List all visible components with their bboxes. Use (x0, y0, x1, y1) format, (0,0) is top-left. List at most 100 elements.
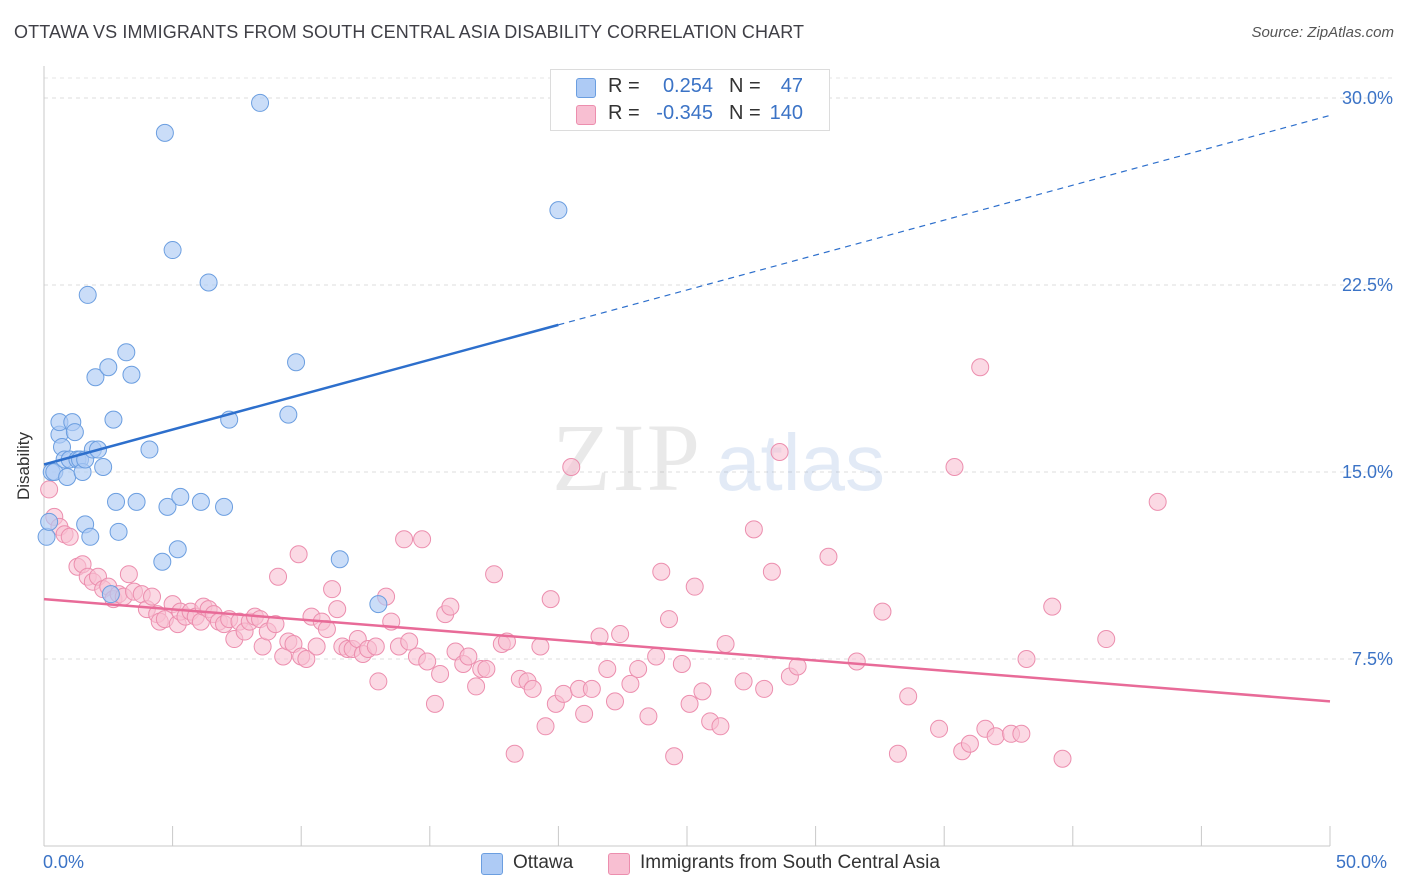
data-point-immigrants (541, 590, 560, 609)
legend-r-label: R = (608, 102, 640, 124)
data-point-immigrants (40, 480, 59, 499)
data-point-immigrants (467, 677, 486, 696)
data-point-ottawa (199, 273, 218, 292)
data-point-immigrants (441, 597, 460, 616)
legend-r-label: R = (608, 75, 640, 97)
y-axis-label: Disability (14, 431, 33, 500)
trend-line-immigrants (43, 597, 1331, 703)
data-point-immigrants (665, 747, 684, 766)
data-point-immigrants (762, 562, 781, 581)
data-point-ottawa (158, 497, 177, 516)
data-point-immigrants (369, 672, 388, 691)
legend-swatch-ottawa (481, 853, 503, 875)
data-point-ottawa (109, 522, 128, 541)
data-point-immigrants (819, 547, 838, 566)
data-point-ottawa (251, 93, 270, 112)
data-point-ottawa (287, 353, 306, 372)
data-point-immigrants (60, 527, 79, 546)
y-tick-label: 30.0% (1342, 88, 1393, 108)
axes-layer (43, 66, 1331, 847)
data-point-immigrants (685, 577, 704, 596)
data-point-immigrants (680, 694, 699, 713)
data-point-immigrants (505, 744, 524, 763)
data-point-ottawa (191, 492, 210, 511)
series-legend: Ottawa Immigrants from South Central Asi… (0, 852, 1406, 878)
trend-line-ottawa (43, 323, 559, 466)
data-point-immigrants (395, 530, 414, 549)
watermark-zip: ZIP (552, 404, 702, 511)
data-point-immigrants (945, 457, 964, 476)
legend-label-immigrants: Immigrants from South Central Asia (640, 852, 940, 873)
data-point-immigrants (323, 580, 342, 599)
legend-row-ottawa: R = 0.254 N = 47 (551, 73, 829, 99)
data-point-immigrants (536, 717, 555, 736)
data-point-ottawa (171, 487, 190, 506)
data-point-immigrants (328, 600, 347, 619)
data-point-ottawa (81, 527, 100, 546)
grid-layer (44, 77, 1392, 660)
y-tick-label: 7.5% (1352, 649, 1393, 669)
data-point-immigrants (266, 615, 285, 634)
data-point-immigrants (888, 744, 907, 763)
legend-r-value: 0.254 (662, 75, 713, 97)
data-point-immigrants (143, 587, 162, 606)
data-point-immigrants (598, 659, 617, 678)
data-point-immigrants (971, 358, 990, 377)
x-tick-label-max: 50.0% (1336, 852, 1388, 872)
data-point-immigrants (253, 637, 272, 656)
data-point-immigrants (1043, 597, 1062, 616)
data-point-ottawa (86, 368, 105, 387)
data-point-immigrants (590, 627, 609, 646)
data-point-immigrants (413, 530, 432, 549)
legend-swatch-ottawa (576, 78, 596, 98)
data-point-immigrants (531, 637, 550, 656)
data-point-ottawa (122, 365, 141, 384)
data-point-immigrants (611, 625, 630, 644)
data-point-immigrants (307, 637, 326, 656)
data-point-immigrants (554, 684, 573, 703)
data-point-immigrants (873, 602, 892, 621)
data-point-immigrants (639, 707, 658, 726)
legend-label-ottawa: Ottawa (513, 852, 574, 873)
legend-n-label: N = (729, 102, 761, 124)
legend-n-value: 140 (769, 102, 803, 124)
data-point-immigrants (960, 734, 979, 753)
data-point-ottawa (58, 467, 77, 486)
data-point-immigrants (672, 654, 691, 673)
correlation-legend: R = 0.254 N = 47 R = -0.345 N = 140 (550, 69, 830, 131)
data-point-ottawa (99, 358, 118, 377)
data-point-immigrants (485, 565, 504, 584)
data-point-immigrants (770, 443, 789, 462)
data-point-immigrants (711, 717, 730, 736)
data-point-immigrants (647, 647, 666, 666)
watermark: ZIP atlas (552, 404, 885, 511)
data-point-ottawa (140, 440, 159, 459)
data-point-immigrants (652, 562, 671, 581)
data-point-ottawa (369, 595, 388, 614)
legend-swatch-immigrants (576, 105, 596, 125)
data-point-immigrants (899, 687, 918, 706)
data-point-ottawa (117, 343, 136, 362)
data-point-immigrants (734, 672, 753, 691)
data-point-immigrants (605, 692, 624, 711)
data-point-immigrants (523, 679, 542, 698)
data-point-ottawa (101, 585, 120, 604)
trend-line-ottawa-extrapolated (558, 114, 1331, 326)
data-point-ottawa (94, 457, 113, 476)
data-point-ottawa (279, 405, 298, 424)
data-point-immigrants (659, 610, 678, 629)
data-point-immigrants (1097, 630, 1116, 649)
data-point-immigrants (119, 565, 138, 584)
data-point-immigrants (582, 679, 601, 698)
data-point-immigrants (418, 652, 437, 671)
data-point-immigrants (1148, 492, 1167, 511)
legend-row-immigrants: R = -0.345 N = 140 (551, 100, 829, 126)
y-tick-label: 22.5% (1342, 275, 1393, 295)
data-point-immigrants (716, 635, 735, 654)
data-point-immigrants (425, 694, 444, 713)
data-point-immigrants (431, 664, 450, 683)
data-point-immigrants (755, 679, 774, 698)
legend-n-label: N = (729, 75, 761, 97)
data-point-ottawa (549, 201, 568, 220)
